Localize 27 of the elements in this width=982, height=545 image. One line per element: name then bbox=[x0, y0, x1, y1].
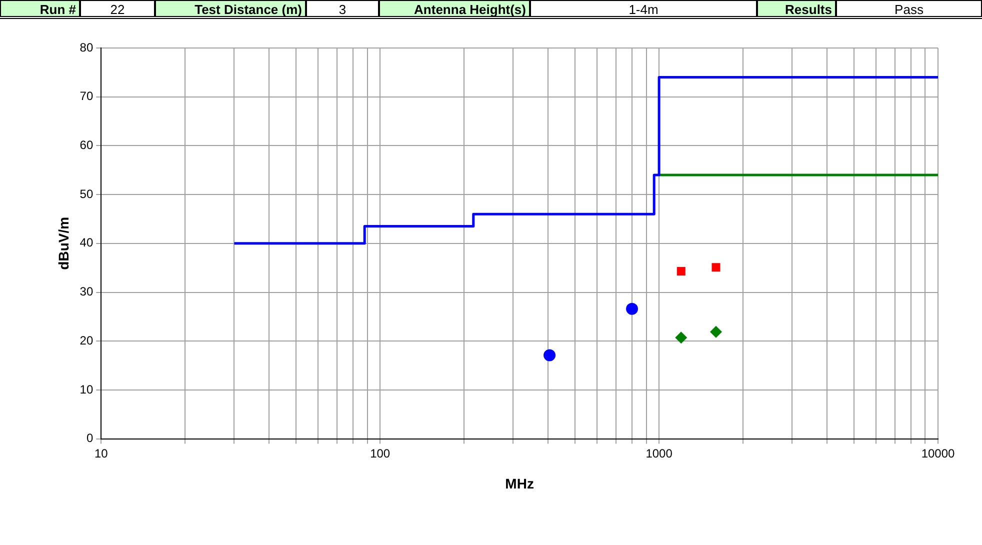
y-axis-title: dBuV/m bbox=[55, 216, 72, 270]
x-tick-label: 1000 bbox=[646, 446, 673, 460]
y-tick-label: 40 bbox=[80, 236, 94, 250]
point bbox=[675, 332, 688, 344]
text: Results bbox=[757, 0, 836, 17]
text: Test Distance (m) bbox=[155, 0, 306, 17]
y-tick-label: 30 bbox=[80, 284, 94, 299]
y-tick-label: 0 bbox=[86, 431, 94, 446]
point bbox=[712, 263, 720, 272]
x-tick-label: 100 bbox=[370, 446, 390, 460]
x-tick-label: 10000 bbox=[921, 446, 956, 460]
text: 1-4m bbox=[530, 0, 757, 17]
y-tick-label: 80 bbox=[80, 40, 94, 54]
y-tick-label: 10 bbox=[80, 382, 94, 396]
point bbox=[676, 267, 686, 276]
text: 22 bbox=[80, 0, 155, 17]
y-tick-label: 70 bbox=[80, 89, 94, 104]
y-tick-label: 50 bbox=[80, 186, 94, 201]
y-tick-label: 60 bbox=[80, 138, 94, 152]
y-tick-label: 20 bbox=[80, 333, 94, 348]
x-tick-label: 10 bbox=[94, 446, 108, 460]
text: Pass bbox=[836, 0, 982, 17]
text: 3 bbox=[306, 0, 379, 17]
x-axis-title: MHz bbox=[505, 475, 534, 492]
text: Run # bbox=[0, 0, 80, 17]
point bbox=[710, 326, 722, 338]
text: Antenna Height(s) bbox=[379, 0, 530, 17]
